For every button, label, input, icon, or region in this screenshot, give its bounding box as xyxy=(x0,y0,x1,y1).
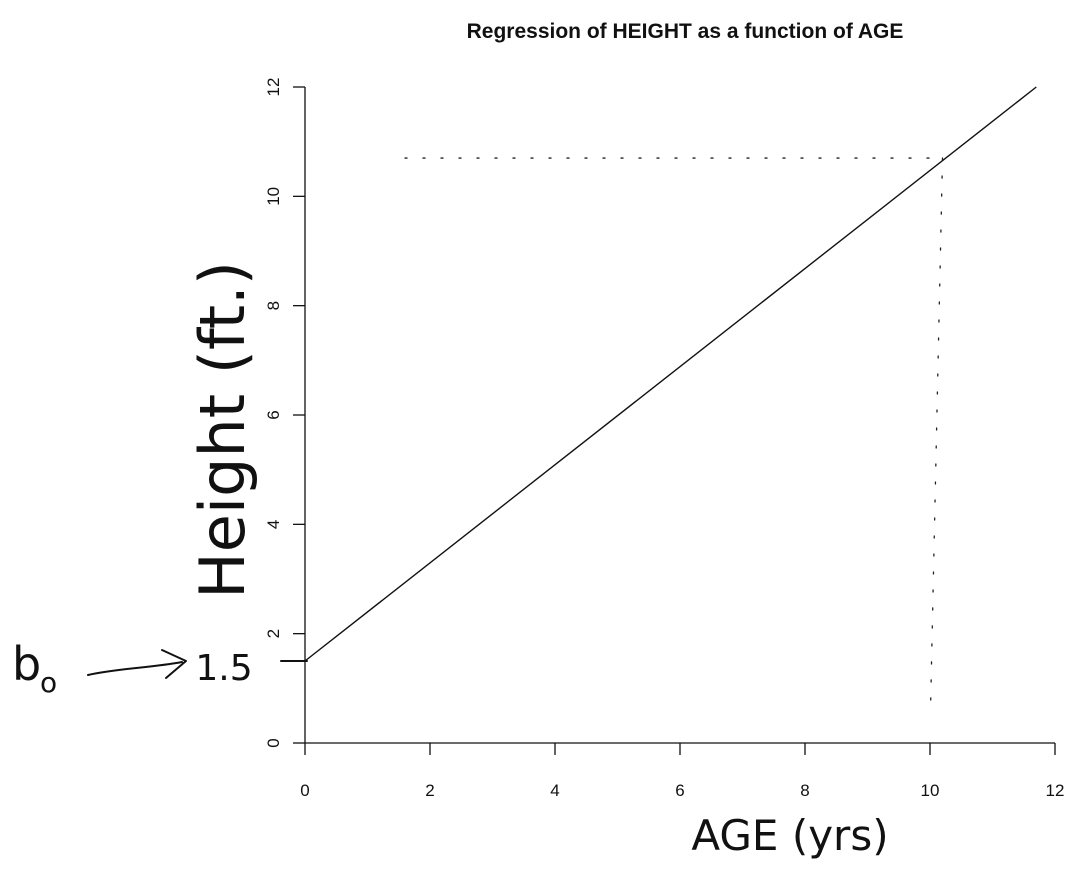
intercept-value: 1.5 xyxy=(195,648,252,689)
x-tick-label: 4 xyxy=(550,781,559,800)
intercept-subscript: o xyxy=(40,666,57,699)
x-tick-label: 8 xyxy=(800,781,809,800)
series xyxy=(304,86,1037,662)
y-tick-label: 0 xyxy=(264,738,283,747)
guide-lines xyxy=(404,157,944,711)
axes: 0 2 4 6 8 10 12 0 2 4 6 8 10 12 xyxy=(264,78,1064,800)
x-tick-label: 12 xyxy=(1046,781,1065,800)
y-tick-label: 6 xyxy=(264,410,283,419)
intercept-arrow-head xyxy=(161,649,187,679)
x-axis-label: AGE (yrs) xyxy=(691,811,888,860)
x-tick-label: 0 xyxy=(300,781,309,800)
regression-line xyxy=(304,86,1037,662)
y-tick-label: 10 xyxy=(264,187,283,206)
intercept-symbol: b xyxy=(12,637,41,691)
intercept-arrow-shaft xyxy=(87,661,183,676)
y-tick-label: 8 xyxy=(264,301,283,310)
vertical-guide xyxy=(929,157,944,711)
y-axis-label: Height (ft.) xyxy=(186,261,259,599)
intercept-annotation: b o 1.5 xyxy=(12,637,253,699)
y-tick-label: 12 xyxy=(264,78,283,97)
chart-title: Regression of HEIGHT as a function of AG… xyxy=(467,20,904,43)
y-tick-label: 2 xyxy=(264,629,283,638)
x-tick-label: 2 xyxy=(425,781,434,800)
y-tick-label: 4 xyxy=(264,520,283,529)
x-tick-label: 6 xyxy=(675,781,684,800)
x-tick-label: 10 xyxy=(921,781,940,800)
